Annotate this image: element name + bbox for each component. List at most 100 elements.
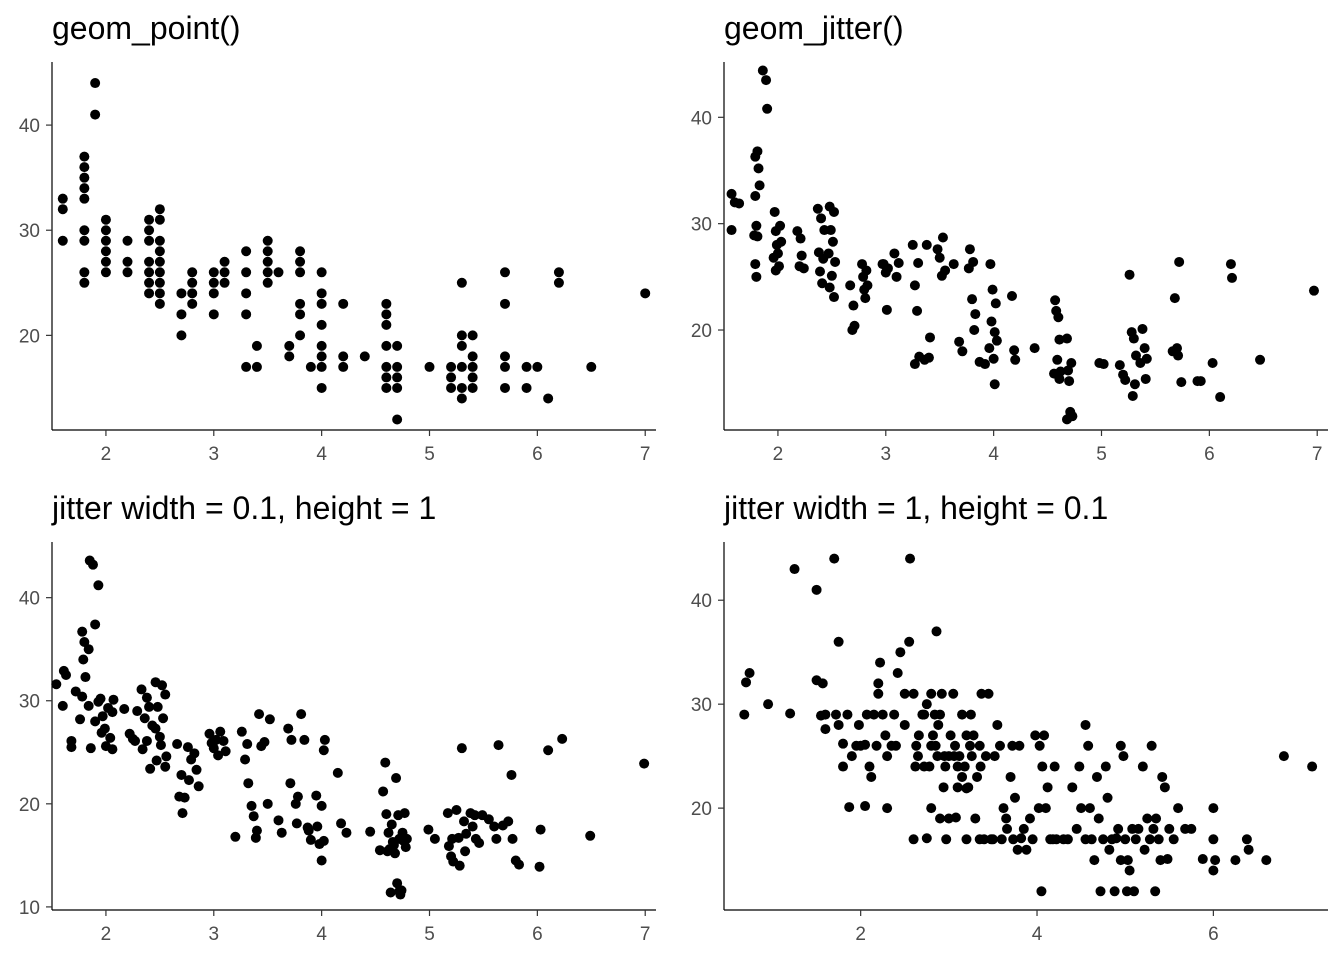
data-point: [295, 298, 306, 309]
data-point: [400, 842, 411, 853]
data-point: [454, 860, 465, 871]
data-point: [905, 553, 916, 564]
data-point: [868, 709, 879, 720]
y-tick-label: 30: [691, 215, 712, 236]
data-point: [155, 740, 166, 751]
data-point: [1124, 269, 1135, 280]
data-point: [1053, 312, 1064, 323]
data-point: [467, 330, 478, 341]
data-point: [392, 878, 403, 889]
data-point: [341, 827, 352, 838]
data-point: [187, 288, 198, 299]
data-point: [79, 183, 90, 194]
data-point: [144, 701, 155, 712]
data-point: [965, 709, 976, 720]
data-point: [941, 834, 952, 845]
data-point: [817, 678, 828, 689]
data-point: [262, 235, 273, 246]
data-point: [842, 709, 853, 720]
data-point: [79, 193, 90, 204]
data-point: [154, 298, 165, 309]
data-point: [826, 270, 837, 281]
data-point: [489, 821, 500, 832]
data-point: [243, 778, 254, 789]
data-point: [1241, 834, 1252, 845]
data-point: [844, 802, 855, 813]
x-tick-label: 7: [640, 444, 651, 465]
data-point: [769, 206, 780, 217]
data-point: [467, 361, 478, 372]
data-point: [96, 727, 107, 738]
data-point: [97, 711, 108, 722]
data-point: [154, 731, 165, 742]
data-point: [144, 288, 155, 299]
data-point: [474, 837, 485, 848]
y-tick-label: 40: [19, 589, 40, 610]
data-point: [521, 361, 532, 372]
data-point: [284, 340, 295, 351]
data-point: [1157, 771, 1168, 782]
data-point: [909, 359, 920, 370]
data-point: [264, 714, 275, 725]
data-point: [932, 751, 943, 762]
data-point: [796, 250, 807, 261]
data-point: [389, 848, 400, 859]
data-point: [391, 773, 402, 784]
panel-jitter-width-1: jitter width = 1, height = 0.1 2 4 6 20 30 40: [672, 480, 1344, 960]
data-point: [381, 319, 392, 330]
data-point: [383, 827, 394, 838]
data-point: [979, 834, 990, 845]
data-point: [380, 757, 391, 768]
data-point: [912, 751, 923, 762]
data-point: [316, 298, 327, 309]
data-point: [961, 834, 972, 845]
x-tick-label: 5: [1096, 444, 1107, 465]
data-point: [122, 267, 133, 278]
data-point: [1124, 865, 1135, 876]
data-point: [1054, 334, 1065, 345]
data-point: [1080, 719, 1091, 730]
data-point: [754, 180, 765, 191]
data-point: [451, 805, 462, 816]
data-point: [861, 709, 872, 720]
data-point: [1137, 323, 1148, 334]
data-point: [316, 855, 327, 866]
data-point: [303, 825, 314, 836]
data-point: [932, 244, 943, 255]
data-point: [446, 382, 457, 393]
data-point: [316, 382, 327, 393]
data-point: [446, 361, 457, 372]
data-point: [1030, 730, 1041, 741]
data-point: [107, 744, 118, 755]
data-point: [122, 235, 133, 246]
data-point: [176, 330, 187, 341]
data-point: [521, 382, 532, 393]
data-point: [838, 738, 849, 749]
data-point: [954, 336, 965, 347]
data-point: [208, 267, 219, 278]
data-point: [750, 191, 761, 202]
y-tick-label: 20: [19, 795, 40, 816]
data-point: [262, 246, 273, 257]
data-point: [816, 213, 827, 224]
data-point: [157, 680, 168, 691]
data-point: [90, 109, 101, 120]
data-point: [176, 769, 187, 780]
data-point: [987, 284, 998, 295]
data-point: [1115, 855, 1126, 866]
data-point: [152, 701, 163, 712]
data-point: [827, 236, 838, 247]
data-point: [1074, 761, 1085, 772]
data-point: [950, 740, 961, 751]
data-point: [921, 699, 932, 710]
data-point: [392, 361, 403, 372]
data-point: [1061, 333, 1072, 344]
data-point: [1091, 771, 1102, 782]
data-point: [385, 887, 396, 898]
data-point: [989, 379, 1000, 390]
data-point: [585, 830, 596, 841]
data-point: [1140, 373, 1151, 384]
data-point: [1001, 813, 1012, 824]
data-point: [899, 688, 910, 699]
data-point: [246, 800, 257, 811]
